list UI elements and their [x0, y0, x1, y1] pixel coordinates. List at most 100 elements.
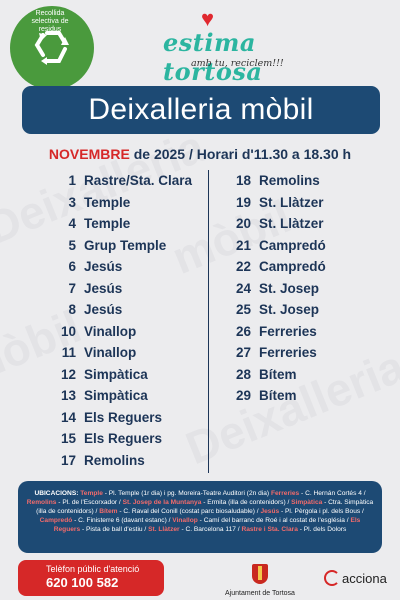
day-number: 12 [60, 366, 76, 382]
recycling-badge [10, 6, 94, 90]
schedule-row: 12 Simpàtica [42, 364, 202, 386]
location-district: Rastre i Sta. Clara [241, 526, 298, 533]
schedule-row: 20 St. Llàtzer [217, 213, 377, 235]
schedule-row: 25 St. Josep [217, 299, 377, 321]
schedule-row: 17 Remolins [42, 450, 202, 472]
council-name: Ajuntament de Tortosa [225, 590, 295, 597]
location-name: Simpàtica [84, 366, 148, 382]
schedule-row: 24 St. Josep [217, 278, 377, 300]
day-number: 22 [235, 259, 251, 275]
council-crest-icon [252, 564, 268, 584]
schedule-row: 18 Remolins [217, 170, 377, 192]
schedule-column-left: 1 Rastre/Sta. Clara 3 Temple 4 Temple 5 Grup Te… [42, 170, 202, 471]
acciona-logo: acciona [324, 570, 387, 586]
phone-label: Telèfon públic d'atenció [46, 564, 140, 574]
location-name: Rastre/Sta. Clara [84, 173, 193, 189]
location-address: - C. Hernán Cortés 4 / [299, 490, 366, 497]
phone-box: Telèfon públic d'atenció 620 100 582 [18, 560, 164, 596]
locations-box: UBICACIONS: Temple - Pl. Temple (1r dia)… [18, 481, 382, 553]
location-name: Temple [84, 216, 131, 232]
location-address: - Pl. de l'Escorxador / [56, 499, 123, 506]
day-number: 25 [235, 302, 251, 318]
schedule-row: 19 St. Llàtzer [217, 192, 377, 214]
day-number: 28 [235, 366, 251, 382]
location-address: - Pista de ball d'estiu / [80, 526, 149, 533]
schedule-subtitle: NOVEMBRE de 2025 / Horari d'11.30 a 18.3… [0, 146, 400, 162]
schedule-row: 22 Campredó [217, 256, 377, 278]
location-name: Ferreries [259, 345, 317, 361]
schedule-row: 27 Ferreries [217, 342, 377, 364]
location-district: Temple [80, 490, 103, 497]
day-number: 1 [68, 173, 76, 189]
schedule-column-right: 18 Remolins 19 St. Llàtzer 20 St. Llàtzer 21 Ca… [208, 170, 377, 473]
schedule-row: 13 Simpàtica [42, 385, 202, 407]
schedule-row: 26 Ferreries [217, 321, 377, 343]
location-name: Temple [84, 194, 131, 210]
brand-name-part1: estima [163, 28, 256, 57]
day-number: 3 [68, 194, 76, 210]
day-number: 13 [60, 388, 76, 404]
location-name: Bítem [259, 366, 297, 382]
schedule-row: 10 Vinallop [42, 321, 202, 343]
hours-label: de 2025 / Horari d'11.30 a 18.30 h [133, 146, 352, 162]
location-address: - Camí del barranc de Roé i al costat de… [197, 517, 351, 524]
estima-tortosa-logo: ♥ estima tortosa amb tu, reciclem!!! [163, 6, 333, 86]
location-name: Simpàtica [84, 388, 148, 404]
location-district: Ferreries [270, 490, 300, 497]
location-address: - C. Finisterre 6 (davant estanc) / [72, 517, 173, 524]
brand-name: estima tortosa [163, 28, 333, 86]
day-number: 19 [235, 194, 251, 210]
locations-label: UBICACIONS: [34, 490, 79, 497]
location-name: Remolins [259, 173, 320, 189]
location-district: Jesús [260, 508, 280, 515]
title-banner: Deixalleria mòbil [22, 86, 380, 134]
location-name: Jesús [84, 259, 123, 275]
location-name: St. Josep [259, 302, 320, 318]
schedule-row: 21 Campredó [217, 235, 377, 257]
day-number: 21 [235, 237, 251, 253]
location-district: Remolins [26, 499, 57, 506]
schedule-row: 5 Grup Temple [42, 235, 202, 257]
location-district: Bítem [99, 508, 118, 515]
phone-number[interactable]: 620 100 582 [46, 575, 119, 590]
schedule-row: 6 Jesús [42, 256, 202, 278]
location-district: St. Llàtzer [148, 526, 180, 533]
day-number: 6 [68, 259, 76, 275]
acciona-name: acciona [342, 570, 387, 586]
brand-slogan: amb tu, reciclem!!! [191, 58, 284, 69]
location-name: St. Josep [259, 280, 320, 296]
badge-label: Recollida selectiva de residus [31, 10, 69, 33]
schedule-row: 11 Vinallop [42, 342, 202, 364]
month-label: NOVEMBRE [48, 146, 130, 162]
day-number: 4 [68, 216, 76, 232]
day-number: 29 [235, 388, 251, 404]
schedule-row: 28 Bítem [217, 364, 377, 386]
location-district: St. Josep de la Muntanya [122, 499, 202, 506]
schedule-row: 8 Jesús [42, 299, 202, 321]
location-name: Jesús [84, 280, 123, 296]
schedule-list: 1 Rastre/Sta. Clara 3 Temple 4 Temple 5 Grup Te… [42, 170, 372, 476]
location-name: Els Reguers [84, 431, 163, 447]
brand-name-part2: tortosa [163, 57, 263, 86]
location-address: - C. Barcelona 117 / [179, 526, 242, 533]
location-name: St. Llàtzer [259, 216, 324, 232]
day-number: 14 [60, 409, 76, 425]
location-name: Vinallop [84, 345, 137, 361]
day-number: 5 [68, 237, 76, 253]
location-name: Grup Temple [84, 237, 167, 253]
day-number: 24 [235, 280, 251, 296]
location-name: St. Llàtzer [259, 194, 324, 210]
schedule-row: 1 Rastre/Sta. Clara [42, 170, 202, 192]
acciona-icon [324, 570, 340, 586]
schedule-row: 29 Bítem [217, 385, 377, 407]
location-district: Vinallop [172, 517, 198, 524]
location-name: Campredó [259, 259, 326, 275]
day-number: 7 [68, 280, 76, 296]
schedule-row: 3 Temple [42, 192, 202, 214]
council-logo: Ajuntament de Tortosa [210, 564, 310, 597]
location-district: Campredó [39, 517, 73, 524]
day-number: 10 [60, 323, 76, 339]
day-number: 27 [235, 345, 251, 361]
location-address: - Ermita (illa de contenidors) / [201, 499, 292, 506]
location-address: - Pl. Temple (1r dia) i pg. Moreira-Teat… [102, 490, 270, 497]
